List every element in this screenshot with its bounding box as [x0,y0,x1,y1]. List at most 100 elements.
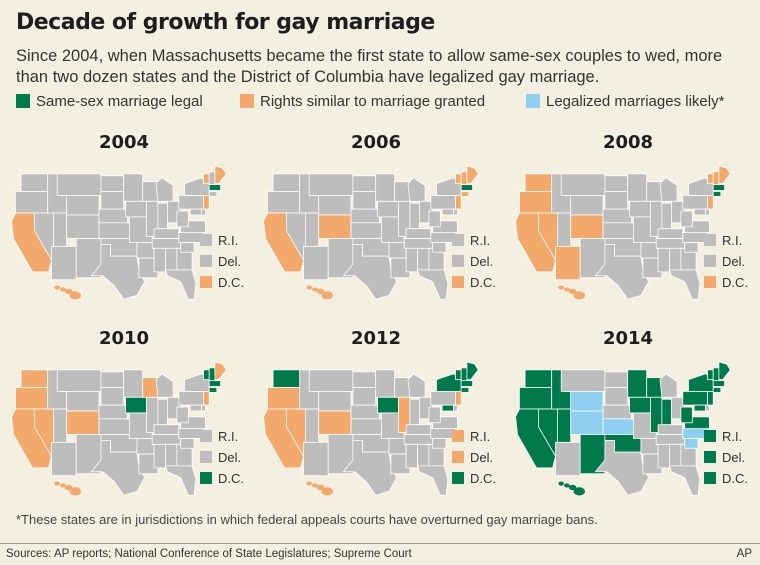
state-mi [659,373,678,398]
state-co [318,214,352,239]
us-map [515,165,731,300]
state-ky [405,424,432,435]
us-map [11,361,227,496]
state-tx [90,244,146,300]
state-or [519,387,553,410]
page-title: Decade of growth for gay marriage [16,10,435,35]
state-wy [570,391,604,412]
state-ut [53,408,68,443]
legend-label-legal: Same-sex marriage legal [36,93,203,110]
state-mi [155,373,174,398]
state-md [693,208,706,216]
state-hi [54,285,81,300]
hawaii-island [306,285,313,290]
state-wa [272,173,301,192]
hawaii-island [54,285,61,290]
small-states-list: R.I. Del. D.C. [452,234,496,297]
small-state-label: Del. [470,450,494,465]
state-pa [682,195,708,210]
state-pa [178,195,204,210]
state-de [705,404,710,412]
state-ma [460,380,473,387]
state-nm [327,238,354,279]
state-sc [180,242,195,253]
legend-swatch-legal [16,94,30,108]
small-state-label: D.C. [218,275,244,290]
small-state-dc: D.C. [452,472,496,493]
state-tn [403,238,434,249]
state-nd [100,371,125,388]
hawaii-island [312,483,318,488]
small-state-swatch [200,234,212,246]
state-co [318,410,352,435]
state-nh [712,171,720,186]
footnote: *These states are in jurisdictions in wh… [16,512,598,527]
small-state-del: Del. [452,451,496,472]
state-ks [350,418,382,435]
small-state-swatch [200,430,212,442]
state-md [189,404,202,412]
small-state-swatch [452,234,464,246]
state-sd [604,387,629,406]
state-co [66,214,100,239]
legend-swatch-likely [526,94,540,108]
state-pa [430,195,456,210]
state-ne [602,208,632,224]
state-vt [203,369,210,381]
state-wy [318,391,352,412]
state-sc [432,242,447,253]
state-me [718,361,731,381]
small-states-list: R.I. Del. D.C. [452,430,496,493]
state-or [267,387,301,410]
credit: AP [736,548,752,560]
state-de [453,404,458,412]
small-state-dc: D.C. [452,276,496,297]
state-az [303,245,329,281]
state-wv [680,406,693,424]
legend-item-legal: Same-sex marriage legal [16,93,203,110]
panel-year: 2004 [98,132,150,153]
state-pa [430,391,456,406]
state-ia [377,200,399,218]
state-nj [455,195,462,210]
state-wi [394,181,411,202]
state-nj [203,195,210,210]
legend-label-similar: Rights similar to marriage granted [260,93,486,110]
map-panel-2010: 2010 R.I. Del. D.C. [4,328,244,508]
state-mn [375,173,396,202]
state-in [157,398,168,426]
hawaii-island [306,481,313,486]
state-nd [352,175,377,192]
hawaii-island [316,288,325,295]
state-me [214,165,227,185]
state-ks [350,222,382,239]
state-vt [455,369,462,381]
state-wv [176,210,189,228]
us-map [11,165,227,300]
state-me [466,165,479,185]
state-ma [208,184,221,191]
state-de [201,208,206,216]
state-tn [655,238,686,249]
small-state-label: Del. [218,254,242,269]
footer-divider [0,543,760,544]
state-ne [602,404,632,420]
sources-note: Sources: AP reports; National Conference… [6,548,412,560]
state-tx [342,440,398,496]
state-ct [208,191,218,197]
state-ky [153,424,180,435]
state-wa [20,173,49,192]
hawaii-island [312,287,318,292]
state-az [51,245,77,281]
state-vt [455,173,462,185]
panel-year: 2008 [602,132,654,153]
small-state-swatch [452,430,464,442]
small-state-swatch [704,276,716,288]
state-wy [66,195,100,216]
state-mn [627,369,648,398]
state-fl [668,269,701,300]
state-ia [629,200,651,218]
state-ms [405,443,418,469]
state-ar [640,438,659,455]
state-sd [604,191,629,210]
